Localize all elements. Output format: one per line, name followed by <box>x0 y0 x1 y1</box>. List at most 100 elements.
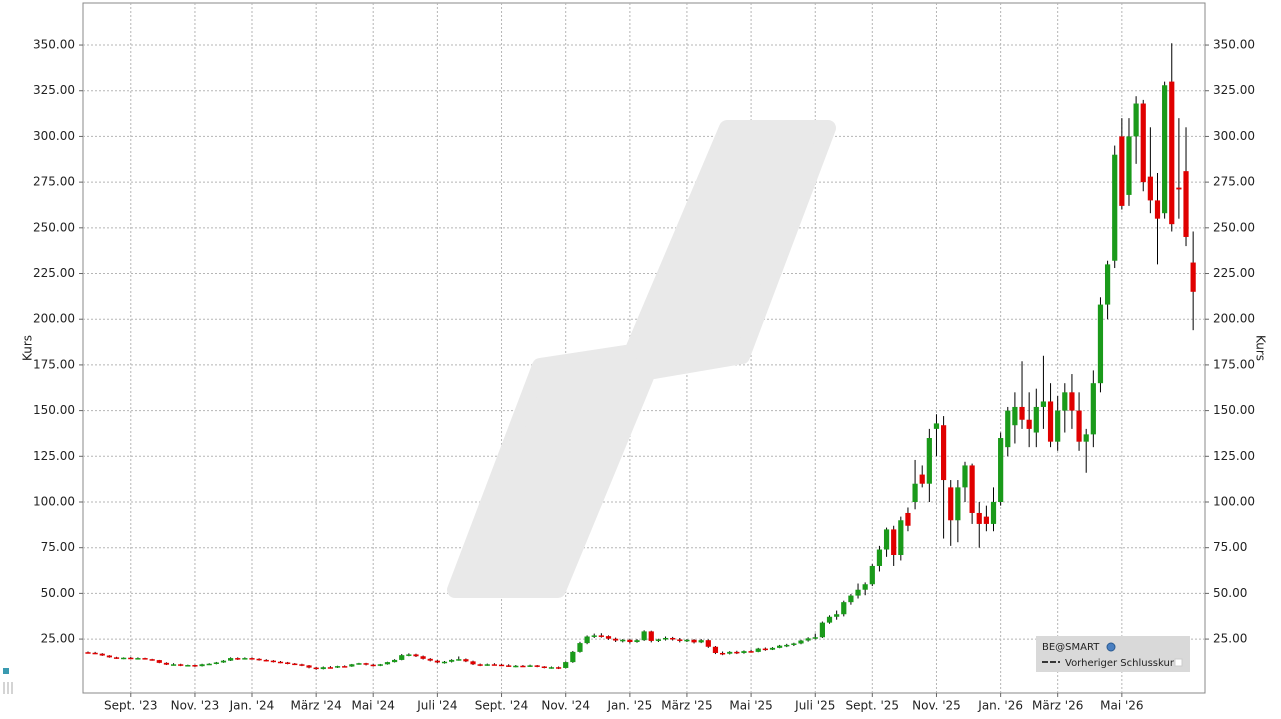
x-tick-label: Nov. '23 <box>171 699 220 713</box>
x-tick-label: Sept. '23 <box>104 699 158 713</box>
candle-body <box>712 646 719 653</box>
candle-body <box>570 651 576 663</box>
candle-body <box>1112 154 1118 261</box>
candle-body <box>1012 406 1018 426</box>
side-icon <box>3 668 13 694</box>
candle-body <box>377 664 383 666</box>
y2-tick-label: 75.00 <box>1213 540 1247 554</box>
candle-body <box>1133 103 1139 137</box>
candle-body <box>734 651 740 654</box>
candle-body <box>1140 103 1146 183</box>
candle-body <box>121 657 127 660</box>
candle-body <box>1190 262 1196 292</box>
candle-body <box>841 602 847 615</box>
candle-body <box>819 622 825 638</box>
candle-body <box>299 664 305 666</box>
candle-body <box>933 423 940 429</box>
candle-body <box>306 665 312 668</box>
candle-body <box>449 659 455 662</box>
y-tick-label: 150.00 <box>33 403 75 417</box>
candle-body <box>834 614 840 617</box>
candle-body <box>691 639 697 643</box>
candle-body <box>313 667 319 670</box>
candle-body <box>648 631 654 641</box>
candle-body <box>334 666 341 668</box>
y2-tick-label: 125.00 <box>1213 449 1255 463</box>
candle-body <box>149 659 155 661</box>
legend-label: BE@SMART <box>1042 642 1100 653</box>
candle-body <box>199 664 205 667</box>
candle-body <box>955 487 961 521</box>
candle-body <box>349 664 355 667</box>
candle-body <box>498 664 505 667</box>
candle-body <box>784 644 790 647</box>
y2-axis-label: Kurs <box>1254 335 1268 361</box>
candle-body <box>342 666 348 668</box>
candle-body <box>662 637 669 640</box>
candle-body <box>883 529 890 550</box>
candle-body <box>1047 401 1054 442</box>
candle-body <box>1033 406 1039 433</box>
candle-body <box>677 639 683 641</box>
y2-tick-label: 200.00 <box>1213 312 1255 326</box>
candle-body <box>1126 136 1132 195</box>
x-tick-label: März '26 <box>1032 699 1083 713</box>
y-tick-label: 200.00 <box>33 312 75 326</box>
candle-body <box>363 663 369 665</box>
candle-body <box>577 643 583 652</box>
candle-body <box>598 635 604 637</box>
y-tick-label: 300.00 <box>33 129 75 143</box>
candle-body <box>491 664 498 666</box>
candle-body <box>777 645 783 648</box>
candle-body <box>1176 187 1182 190</box>
candle-body <box>755 648 761 652</box>
candle-body <box>969 465 975 513</box>
candle-body <box>320 667 326 670</box>
candle-body <box>1162 85 1168 214</box>
y2-tick-label: 50.00 <box>1213 586 1247 600</box>
candle-body <box>220 660 227 663</box>
y2-tick-label: 250.00 <box>1213 220 1255 234</box>
candle-body <box>605 636 612 639</box>
candle-body <box>242 658 248 660</box>
y2-tick-label: 150.00 <box>1213 403 1255 417</box>
x-tick-label: Mai '24 <box>351 699 394 713</box>
y-tick-label: 125.00 <box>33 449 75 463</box>
candle-body <box>228 658 234 661</box>
candle-body <box>1169 81 1175 225</box>
candle-body <box>876 549 883 566</box>
candle-body <box>370 664 376 667</box>
candle-body <box>1005 410 1011 448</box>
candle-body <box>406 654 412 656</box>
x-tick-label: Jan. '24 <box>229 699 275 713</box>
candle-body <box>85 652 91 654</box>
candle-body <box>798 640 804 644</box>
candle-body <box>142 658 148 660</box>
candle-body <box>627 639 633 643</box>
candle-body <box>92 652 98 655</box>
legend-icon <box>1106 642 1116 652</box>
y-tick-label: 225.00 <box>33 266 75 280</box>
candle-body <box>862 584 868 590</box>
candle-body <box>762 648 768 651</box>
candle-body <box>541 666 547 668</box>
y-tick-label: 350.00 <box>33 38 75 52</box>
candle-body <box>983 516 989 524</box>
y2-tick-label: 350.00 <box>1213 38 1255 52</box>
candle-body <box>591 635 597 637</box>
x-tick-label: Juli '24 <box>416 699 457 713</box>
candle-body <box>185 665 191 667</box>
x-tick-label: März '25 <box>661 699 712 713</box>
candle-body <box>941 425 947 481</box>
candle-body <box>213 662 219 664</box>
candle-body <box>170 664 177 666</box>
candle-body <box>613 638 619 641</box>
candle-body <box>420 656 426 659</box>
candle-body <box>506 665 512 667</box>
candle-body <box>1019 406 1025 420</box>
legend-checkbox[interactable] <box>1174 658 1183 667</box>
watermark <box>447 120 836 598</box>
y2-tick-label: 325.00 <box>1213 83 1255 97</box>
candle-body <box>1062 392 1068 411</box>
icon <box>3 668 9 674</box>
